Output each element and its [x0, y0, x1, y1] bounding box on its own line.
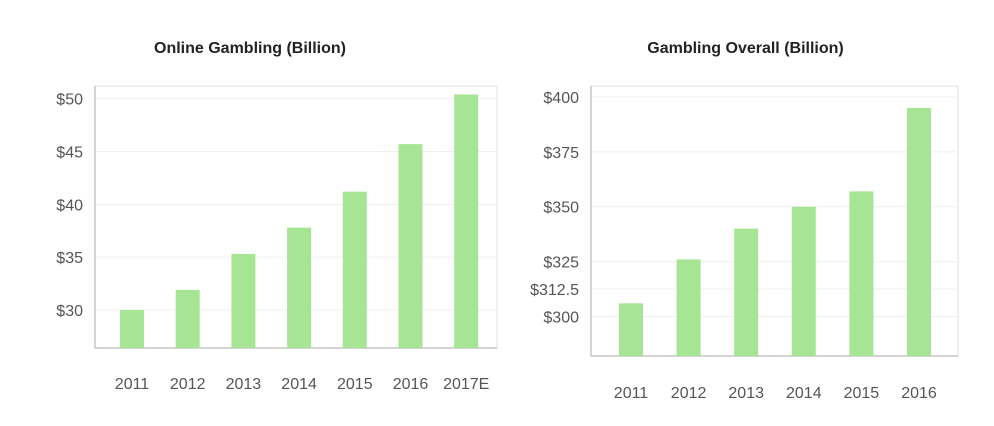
bar-2014	[287, 227, 312, 348]
y-tick-label: $325	[543, 255, 579, 272]
x-tick-label: 2015	[844, 385, 880, 402]
y-tick-label: $375	[543, 145, 579, 162]
chart-title: Gambling Overall (Billion)	[647, 40, 844, 57]
online-gambling-chart: Online Gambling (Billion) $30 $35 $40 $45 $5…	[56, 40, 498, 393]
bar-2016	[907, 107, 931, 356]
x-tick-label: 2012	[671, 385, 707, 402]
bar-2014	[791, 206, 816, 356]
x-tick-label: 2014	[281, 376, 317, 393]
y-tick-label: $312.5	[530, 282, 579, 299]
x-tick-label: 2017E	[443, 376, 489, 393]
bar-2016	[398, 144, 423, 348]
y-tick-label: $350	[543, 200, 579, 217]
x-tick-label: 2012	[170, 376, 206, 393]
x-tick-label: 2011	[115, 376, 150, 393]
gambling-overall-chart: Gambling Overall (Billion) $300 $312.5 $32…	[497, 0, 994, 426]
x-tick-label: 2014	[786, 385, 822, 402]
chart-title: Online Gambling (Billion)	[154, 40, 346, 57]
bar-2017E	[454, 94, 479, 348]
bar-2011	[619, 303, 643, 356]
plot-frame	[590, 85, 959, 357]
bar-2012	[175, 289, 200, 348]
y-tick-label: $35	[56, 250, 83, 267]
x-tick-label: 2016	[393, 376, 429, 393]
x-tick-label: 2013	[226, 376, 262, 393]
y-tick-label: $30	[56, 303, 83, 320]
x-tick-label: 2016	[901, 385, 937, 402]
bar-2015	[342, 191, 367, 348]
x-tick-label: 2011	[614, 385, 649, 402]
y-tick-label: $40	[56, 197, 83, 214]
y-tick-label: $400	[543, 90, 579, 107]
y-tick-label: $50	[56, 92, 83, 109]
bar-2013	[734, 228, 759, 356]
y-tick-label: $300	[543, 309, 579, 326]
bar-2012	[676, 259, 701, 356]
bar-2013	[231, 253, 256, 348]
gambling-overall-plot: $300 $312.5 $325 $350 $375 $400 2011 2012 2013 20…	[530, 85, 959, 402]
y-tick-label: $45	[56, 145, 83, 162]
x-tick-label: 2015	[337, 376, 373, 393]
x-tick-label: 2013	[728, 385, 764, 402]
bar-2015	[849, 191, 874, 356]
bar-2011	[120, 309, 144, 348]
online-gambling-plot: $30 $35 $40 $45 $50 2011 2012 2013 2014 2015 2016 2…	[56, 85, 498, 393]
